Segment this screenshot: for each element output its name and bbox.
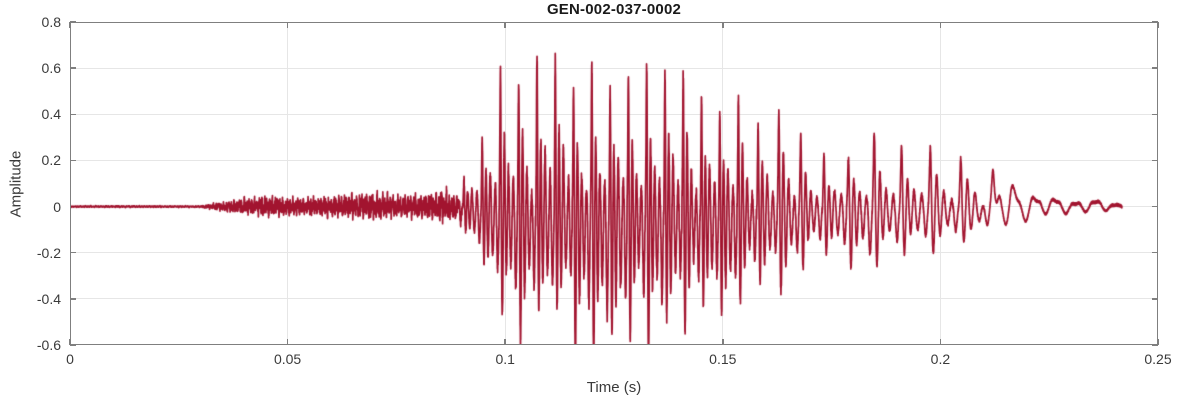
y-tick-label: 0.2 bbox=[41, 152, 61, 169]
y-tick-label: 0.4 bbox=[41, 106, 61, 123]
x-tick-label: 0.15 bbox=[709, 351, 737, 367]
y-tick-mark-right bbox=[1152, 344, 1158, 346]
x-tick-mark bbox=[1157, 339, 1159, 345]
x-tick-label: 0 bbox=[66, 351, 74, 367]
chart-title: GEN-002-037-0002 bbox=[546, 1, 682, 18]
x-tick-mark-top bbox=[1157, 22, 1159, 28]
y-tick-label: -0.4 bbox=[36, 290, 61, 307]
y-tick-label: 0.6 bbox=[41, 60, 61, 77]
y-tick-mark bbox=[70, 344, 76, 346]
y-tick-label: 0 bbox=[53, 198, 61, 215]
waveform-canvas bbox=[70, 22, 1158, 345]
x-axis-label: Time (s) bbox=[586, 379, 642, 396]
plot-area bbox=[69, 21, 1159, 346]
y-tick-label: 0.8 bbox=[41, 14, 61, 30]
x-tick-label: 0.25 bbox=[1144, 351, 1172, 367]
x-tick-label: 0.05 bbox=[273, 351, 302, 367]
x-tick-label: 0.1 bbox=[495, 351, 515, 367]
x-tick-label: 0.2 bbox=[930, 351, 951, 367]
y-tick-label: -0.6 bbox=[36, 337, 61, 353]
y-tick-label: -0.2 bbox=[36, 244, 61, 261]
